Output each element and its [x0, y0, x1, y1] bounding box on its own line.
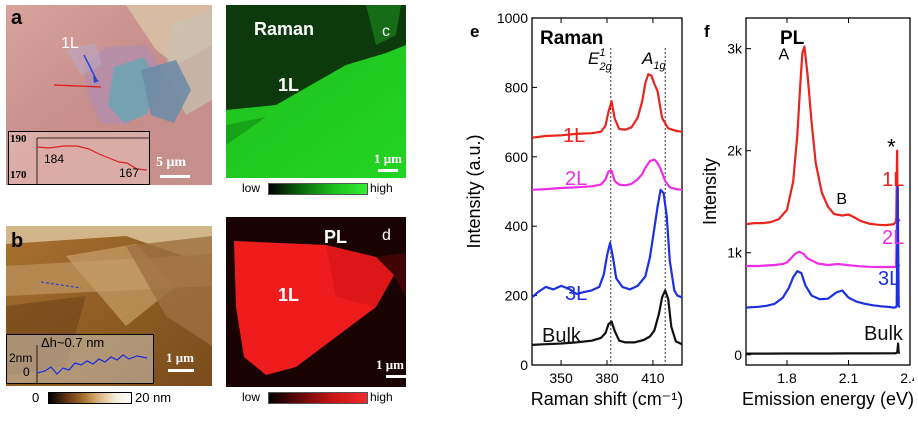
- chart-title: Raman: [540, 28, 603, 49]
- annotation-e2g-sub: 2g: [598, 61, 612, 73]
- panel-a-inset-profile: [36, 137, 149, 184]
- y-tick-label: 200: [505, 288, 529, 304]
- panel-c-scalebar: [378, 169, 398, 172]
- panel-a-inset-left-value: 184: [44, 152, 65, 166]
- panel-a-optical-image: a 1L 190 170 184 167 5 μm: [6, 5, 212, 185]
- panel-b-afm-art: [6, 226, 212, 386]
- series-line-2l: [746, 219, 901, 269]
- annotation-asterisk: *: [887, 135, 896, 160]
- panel-b-colorbar-max: 20 nm: [135, 390, 172, 405]
- x-tick-label: 380: [595, 370, 619, 386]
- series-label-2l: 2L: [565, 168, 587, 190]
- panel-e-letter: e: [470, 22, 480, 41]
- panel-b-inset-ybottom: 0: [23, 365, 30, 379]
- y-tick-label: 600: [505, 149, 529, 165]
- panel-c-letter: c: [382, 23, 390, 40]
- pl-spectra-chart: 2.4 2.1 1.8 0 1k 2k 3k Emission energy (eV) Inte…: [700, 17, 914, 409]
- y-tick-label: 1000: [497, 10, 528, 26]
- panel-a-inset: 190 170 184 167: [8, 131, 150, 185]
- panel-d-colorbar: [268, 392, 368, 404]
- panel-c-layer-label: 1L: [278, 75, 300, 95]
- y-tick-label: 3k: [727, 41, 743, 57]
- panel-d-map-art: [226, 217, 406, 387]
- y-axis-label: Intensity (a.u.): [464, 134, 484, 248]
- series-label-bulk: Bulk: [864, 323, 904, 345]
- series-line-1l: [531, 73, 683, 139]
- panel-c-title: Raman: [254, 19, 315, 39]
- series-line-bulk: [531, 289, 683, 346]
- panel-b-inset-step-label: Δh~0.7 nm: [41, 335, 105, 350]
- panel-d-scale-label: 1 μm: [376, 357, 404, 372]
- panel-a-inset-ytop: 190: [10, 133, 27, 145]
- panel-b-inset: Δh~0.7 nm 2nm 0: [6, 334, 154, 384]
- x-tick-label: 410: [641, 370, 665, 386]
- panel-c-scale-label: 1 μm: [374, 151, 402, 166]
- series-line-bulk: [746, 342, 901, 355]
- panel-b-inset-ytop: 2nm: [9, 351, 33, 365]
- panel-c-colorbar: [268, 183, 368, 195]
- annotation-a1g-sub: 1g: [653, 60, 666, 72]
- plot-frame: [745, 17, 911, 366]
- panel-a-letter: a: [11, 7, 23, 29]
- series-label-3l: 3L: [878, 268, 900, 290]
- x-tick-label: 1.8: [777, 370, 797, 386]
- panel-a-inset-ybottom: 170: [10, 169, 27, 181]
- y-axis-label: Intensity: [700, 158, 720, 225]
- series-line-3l: [745, 185, 901, 309]
- panel-b-inset-profile: [36, 345, 148, 383]
- panel-d-letter: d: [382, 227, 391, 244]
- panel-d-layer-label: 1L: [278, 285, 300, 305]
- panel-d-pl-map: PL d 1L 1 μm: [226, 217, 406, 387]
- x-axis-label: Emission energy (eV): [742, 389, 914, 409]
- panel-c-map-art: [226, 5, 406, 178]
- panel-c-raman-map: Raman c 1L 1 μm: [226, 5, 406, 178]
- series-label-1l: 1L: [882, 169, 904, 191]
- y-tick-label: 2k: [727, 143, 743, 159]
- panel-b-colorbar-min: 0: [32, 390, 40, 405]
- annotation-a1g: A1g: [641, 49, 666, 72]
- y-tick-label: 1k: [727, 245, 743, 261]
- panel-d-colorbar-high: high: [370, 390, 393, 404]
- x-tick-label: 350: [549, 370, 573, 386]
- series-line-1l: [745, 45, 901, 227]
- panel-b-afm-image: b Δh~0.7 nm 2nm 0 1 μm: [6, 226, 212, 386]
- panel-d-scalebar: [386, 375, 406, 378]
- panel-d-title: PL: [324, 227, 348, 247]
- panel-d-colorbar-low: low: [242, 390, 261, 404]
- y-tick-label: 400: [505, 218, 529, 234]
- panel-b-colorbar: [48, 392, 132, 404]
- panel-a-scalebar: [160, 175, 190, 178]
- panel-a-scale-label: 5 μm: [156, 155, 187, 170]
- series-label-2l: 2L: [882, 227, 904, 249]
- annotation-a: A: [778, 47, 789, 64]
- series-label-bulk: Bulk: [542, 325, 582, 347]
- series-label-3l: 3L: [565, 283, 587, 305]
- x-tick-label: 2.4: [900, 370, 914, 386]
- panel-b-scalebar: [168, 369, 194, 372]
- series-line-3l: [531, 188, 683, 299]
- x-tick-label: 2.1: [839, 370, 859, 386]
- x-axis-label: Raman shift (cm⁻¹): [531, 389, 684, 409]
- series-label-1l: 1L: [563, 125, 585, 147]
- series-line-2l: [531, 158, 683, 191]
- panel-b-letter: b: [11, 230, 24, 252]
- panel-a-layer-label: 1L: [61, 35, 79, 52]
- panel-f-letter: f: [704, 22, 710, 41]
- panel-b-scale-label: 1 μm: [166, 350, 194, 365]
- y-tick-label: 0: [734, 347, 742, 363]
- panel-c-colorbar-high: high: [370, 181, 393, 195]
- panel-c-colorbar-low: low: [242, 181, 261, 195]
- annotation-e2g: E1 2g: [588, 47, 613, 73]
- y-tick-label: 800: [505, 79, 529, 95]
- panel-a-inset-right-value: 167: [119, 166, 140, 180]
- annotation-b: B: [836, 191, 847, 208]
- raman-spectra-chart: 350 380 410 0 200 400 600 800 1000 Raman shift (c…: [464, 10, 684, 409]
- y-tick-label: 0: [520, 357, 528, 373]
- annotation-e2g-sup: 1: [599, 47, 605, 59]
- chart-title: PL: [780, 28, 805, 49]
